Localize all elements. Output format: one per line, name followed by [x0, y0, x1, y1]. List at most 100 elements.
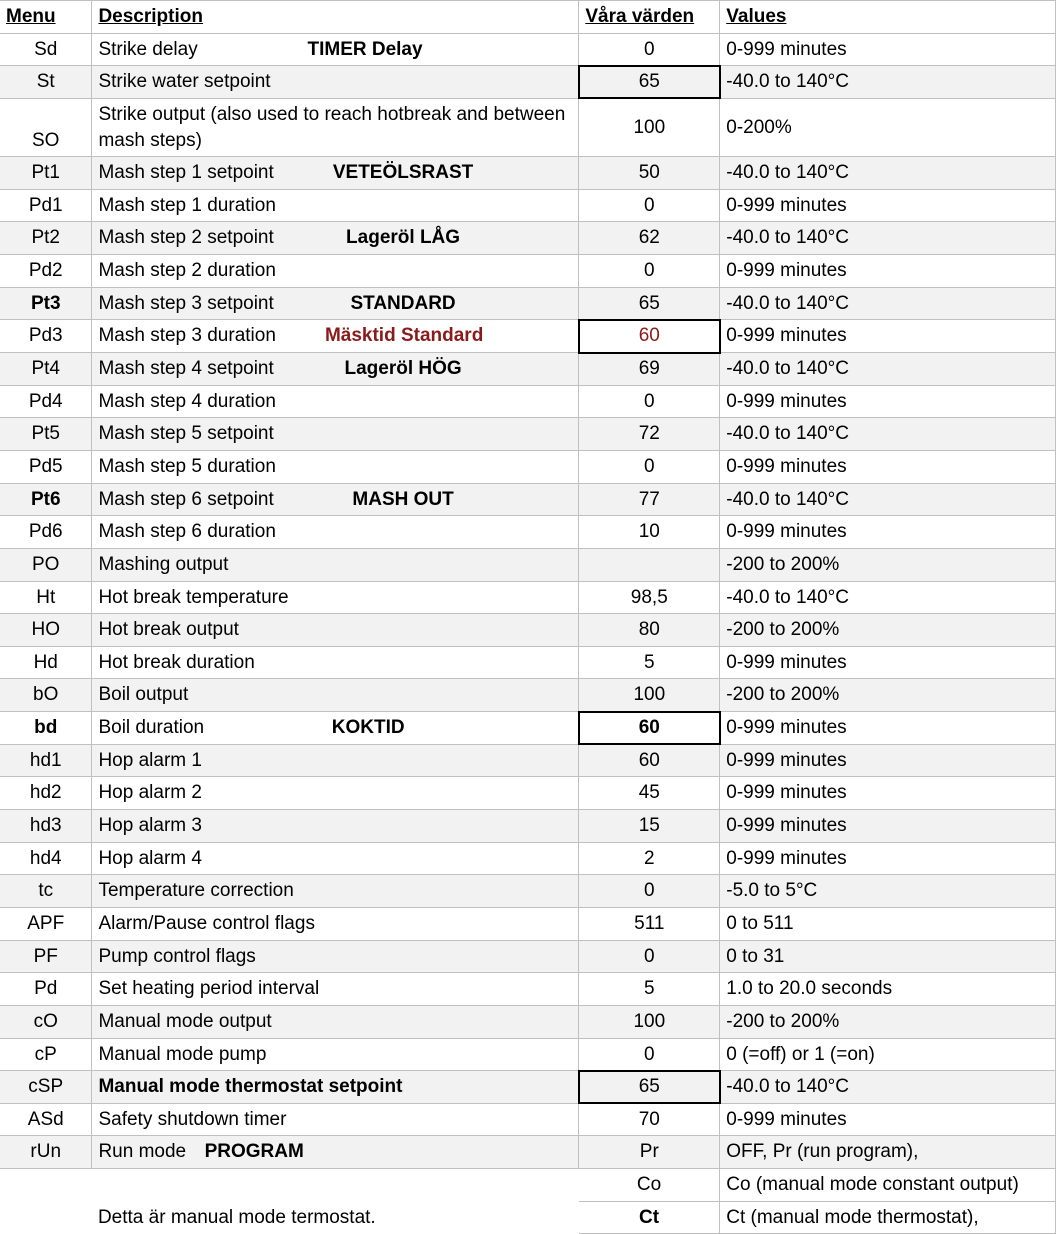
cell-menu: tc — [0, 875, 92, 908]
cell-value: 5 — [579, 973, 720, 1006]
table-row: Pd2Mash step 2 duration00-999 minutes — [0, 255, 1056, 288]
cell-menu: PF — [0, 940, 92, 973]
cell-value: 60 — [579, 744, 720, 777]
cell-description: Strike output (also used to reach hotbre… — [92, 98, 579, 156]
table-row: Pt1Mash step 1 setpointVETEÖLSRAST50-40.… — [0, 157, 1056, 190]
cell-description: Mash step 1 setpointVETEÖLSRAST — [92, 157, 579, 190]
cell-menu: APF — [0, 907, 92, 940]
cell-menu: Ht — [0, 581, 92, 614]
cell-description: Mash step 3 durationMäsktid Standard — [92, 320, 579, 353]
cell-value: 15 — [579, 810, 720, 843]
table-row: rUnRun modePROGRAMPrOFF, Pr (run program… — [0, 1136, 1056, 1169]
cell-range: 0-999 minutes — [720, 516, 1056, 549]
cell-value: 60 — [579, 320, 720, 353]
cell-description: Hot break temperature — [92, 581, 579, 614]
cell-description: Hop alarm 2 — [92, 777, 579, 810]
cell-value: 65 — [579, 287, 720, 320]
cell-range: 0-999 minutes — [720, 646, 1056, 679]
cell-value: 0 — [579, 255, 720, 288]
header-menu: Menu — [0, 1, 92, 34]
table-row: APFAlarm/Pause control flags5110 to 511 — [0, 907, 1056, 940]
cell-menu: bO — [0, 679, 92, 712]
table-row: Pd4Mash step 4 duration00-999 minutes — [0, 385, 1056, 418]
cell-range: 0 to 31 — [720, 940, 1056, 973]
table-row: SdStrike delayTIMER Delay00-999 minutes — [0, 33, 1056, 66]
cell-description: Mash step 6 setpointMASH OUT — [92, 483, 579, 516]
cell-description — [92, 1169, 579, 1202]
table-row: HtHot break temperature98,5-40.0 to 140°… — [0, 581, 1056, 614]
cell-menu: Pt3 — [0, 287, 92, 320]
cell-value: Co — [579, 1169, 720, 1202]
cell-range: 1.0 to 20.0 seconds — [720, 973, 1056, 1006]
cell-description: Temperature correction — [92, 875, 579, 908]
cell-description: Hop alarm 3 — [92, 810, 579, 843]
cell-value: 100 — [579, 98, 720, 156]
cell-range: -40.0 to 140°C — [720, 157, 1056, 190]
cell-menu: Hd — [0, 646, 92, 679]
cell-range: 0-999 minutes — [720, 320, 1056, 353]
cell-description: Mash step 4 duration — [92, 385, 579, 418]
cell-range: -40.0 to 140°C — [720, 353, 1056, 386]
cell-range: OFF, Pr (run program), — [720, 1136, 1056, 1169]
cell-value: 69 — [579, 353, 720, 386]
table-row: ASdSafety shutdown timer700-999 minutes — [0, 1103, 1056, 1136]
cell-menu: Pd3 — [0, 320, 92, 353]
cell-value: 511 — [579, 907, 720, 940]
cell-description: Mashing output — [92, 548, 579, 581]
cell-range: -40.0 to 140°C — [720, 222, 1056, 255]
cell-range: 0-999 minutes — [720, 777, 1056, 810]
cell-menu: St — [0, 66, 92, 99]
header-values: Values — [720, 1, 1056, 34]
cell-menu: Sd — [0, 33, 92, 66]
table-row: tcTemperature correction0-5.0 to 5°C — [0, 875, 1056, 908]
cell-range: 0-200% — [720, 98, 1056, 156]
cell-range: -40.0 to 140°C — [720, 581, 1056, 614]
cell-value: 45 — [579, 777, 720, 810]
table-row: Pt4Mash step 4 setpointLageröl HÖG69-40.… — [0, 353, 1056, 386]
cell-menu: Pt2 — [0, 222, 92, 255]
cell-value: 0 — [579, 33, 720, 66]
cell-menu: Pd5 — [0, 450, 92, 483]
header-row: Menu Description Våra värden Values — [0, 1, 1056, 34]
cell-value: 0 — [579, 189, 720, 222]
cell-description: Mash step 5 setpoint — [92, 418, 579, 451]
cell-value: 50 — [579, 157, 720, 190]
table-row: PdSet heating period interval51.0 to 20.… — [0, 973, 1056, 1006]
cell-description: Hop alarm 1 — [92, 744, 579, 777]
cell-description: Boil output — [92, 679, 579, 712]
cell-menu: hd4 — [0, 842, 92, 875]
cell-range: -200 to 200% — [720, 614, 1056, 647]
cell-range: 0-999 minutes — [720, 33, 1056, 66]
cell-value: 72 — [579, 418, 720, 451]
cell-value: 100 — [579, 679, 720, 712]
cell-description: Strike delayTIMER Delay — [92, 33, 579, 66]
cell-value: 65 — [579, 66, 720, 99]
table-row: HdHot break duration50-999 minutes — [0, 646, 1056, 679]
cell-menu: Pd2 — [0, 255, 92, 288]
cell-range: 0-999 minutes — [720, 450, 1056, 483]
cell-range: 0-999 minutes — [720, 385, 1056, 418]
cell-range: -40.0 to 140°C — [720, 66, 1056, 99]
cell-value: 0 — [579, 875, 720, 908]
cell-menu: SO — [0, 98, 92, 156]
cell-menu: Pt4 — [0, 353, 92, 386]
cell-value: 65 — [579, 1071, 720, 1104]
table-row: bOBoil output100-200 to 200% — [0, 679, 1056, 712]
cell-range: -40.0 to 140°C — [720, 1071, 1056, 1104]
cell-menu: hd2 — [0, 777, 92, 810]
cell-range: Co (manual mode constant output) — [720, 1169, 1056, 1202]
cell-description: Manual mode pump — [92, 1038, 579, 1071]
cell-value: 0 — [579, 940, 720, 973]
cell-value: 0 — [579, 385, 720, 418]
table-row: hd3Hop alarm 3150-999 minutes — [0, 810, 1056, 843]
header-desc: Description — [92, 1, 579, 34]
cell-description: Alarm/Pause control flags — [92, 907, 579, 940]
cell-value: 70 — [579, 1103, 720, 1136]
cell-description: Pump control flags — [92, 940, 579, 973]
table-row: Pt2Mash step 2 setpointLageröl LÅG62-40.… — [0, 222, 1056, 255]
cell-description: Mash step 6 duration — [92, 516, 579, 549]
cell-menu: cO — [0, 1005, 92, 1038]
footer-row: Detta är manual mode termostat.CtCt (man… — [0, 1201, 1056, 1234]
cell-range: 0-999 minutes — [720, 744, 1056, 777]
cell-description: Safety shutdown timer — [92, 1103, 579, 1136]
